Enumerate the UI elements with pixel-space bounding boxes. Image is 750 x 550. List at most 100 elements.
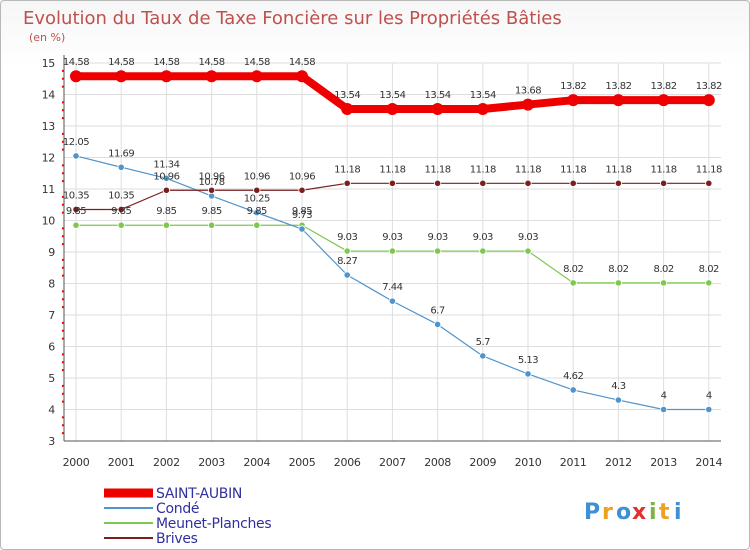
logo-letter: o [616,500,631,525]
data-label: 13.54 [470,90,496,101]
y-minor-tick [62,369,64,372]
data-label: 11.18 [515,164,541,175]
data-label: 11.34 [153,159,179,170]
y-minor-tick [62,392,64,395]
y-minor-tick [62,353,64,356]
legend-label: Condé [156,501,199,517]
data-point [705,179,713,187]
data-label: 11.18 [605,164,631,175]
x-tick-label: 2001 [108,456,135,469]
y-minor-tick [62,148,64,151]
data-point [253,209,261,217]
data-point [72,205,80,214]
x-tick-label: 2011 [560,456,587,469]
data-label: 6.7 [430,305,445,316]
y-minor-tick [62,424,64,427]
data-point [298,186,306,194]
data-point [524,370,532,378]
data-point [705,405,713,414]
series-brives [72,179,713,214]
series-layer [70,70,715,414]
data-point [657,94,670,107]
y-minor-tick [62,400,64,403]
legend-label: Brives [156,531,198,547]
y-minor-tick [62,432,64,435]
data-label: 10.96 [289,171,315,182]
data-label: 11.18 [651,164,677,175]
data-label: 13.54 [379,90,405,101]
data-point [162,221,170,229]
data-label: 11.18 [696,164,722,175]
data-point [614,396,623,404]
data-point [162,174,170,182]
y-tick-label: 10 [42,215,56,228]
x-tick-label: 2008 [424,456,451,469]
data-label: 14.58 [108,57,134,68]
y-minor-tick [62,203,64,206]
chart-subtitle: (en %) [29,31,65,44]
data-label: 14.58 [63,57,89,68]
data-label: 13.82 [560,81,586,92]
data-label: 5.13 [518,355,538,366]
data-label: 14.58 [289,57,315,68]
data-point [250,70,263,83]
y-tick-label: 6 [48,341,55,354]
y-tick-label: 5 [48,372,55,385]
y-minor-tick [62,416,64,419]
data-label: 13.68 [515,86,541,97]
legend-item: Condé [104,501,200,517]
data-label: 10.35 [108,190,134,201]
data-label: 9.03 [382,232,402,243]
y-minor-tick [62,274,64,277]
data-point [341,102,354,115]
logo-letter: P [584,500,600,525]
series-cond- [72,152,713,414]
data-label: 9.85 [156,206,176,217]
y-minor-tick [62,290,64,293]
data-label: 10.96 [244,171,270,182]
y-minor-tick [62,77,64,80]
data-point [386,102,399,115]
data-point [298,225,306,233]
data-label: 8.27 [337,256,357,267]
logo-letter: t [659,500,670,525]
x-tick-label: 2004 [243,456,270,469]
legend-label: Meunet-Planches [156,516,271,532]
data-point [614,179,623,187]
legend-label: SAINT-AUBIN [156,486,242,502]
data-point [524,179,532,187]
data-label: 9.03 [473,232,493,243]
data-point [702,94,715,107]
data-point [614,279,623,287]
data-label: 4 [661,391,667,402]
grid-lines [64,62,721,442]
logo-letter: r [602,500,613,525]
data-point [343,247,351,255]
data-point [567,94,580,107]
data-label: 9.73 [292,210,312,221]
logo-letter: i [649,500,657,525]
data-point [659,179,668,187]
y-minor-tick [62,164,64,167]
x-tick-label: 2010 [515,456,542,469]
data-point [72,221,80,229]
data-label: 10.96 [199,171,225,182]
data-point [433,179,442,187]
x-tick-label: 2003 [198,456,225,469]
data-label: 10.96 [153,171,179,182]
data-point [476,102,489,115]
data-label: 13.54 [425,90,451,101]
data-label: 10.35 [63,190,89,201]
y-minor-tick [62,140,64,143]
data-point [431,102,444,115]
y-tick-label: 11 [42,183,55,196]
data-point [479,247,487,255]
data-label: 7.44 [382,282,402,293]
data-label: 13.82 [605,81,631,92]
y-tick-label: 15 [42,57,56,70]
y-minor-tick [62,384,64,387]
y-tick-label: 13 [42,120,56,133]
data-point [117,163,125,171]
legend-item: Meunet-Planches [104,516,272,532]
